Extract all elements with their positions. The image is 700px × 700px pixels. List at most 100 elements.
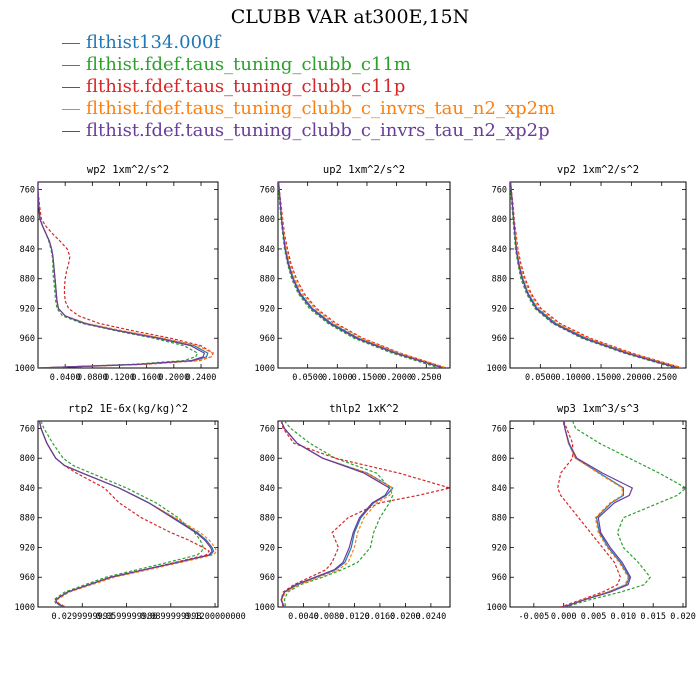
series-line xyxy=(280,421,394,607)
x-tick-label: 0.0040 xyxy=(288,612,319,622)
chart-panel: rtp2 1E-6x(kg/kg)^2 760 800 840 880 920 960 100… xyxy=(15,403,246,622)
y-tick-label: 760 xyxy=(20,424,35,434)
panel-title: wp3 1xm^3/s^3 xyxy=(557,403,639,415)
series-line xyxy=(278,182,440,368)
y-tick-label: 760 xyxy=(20,185,35,195)
series-line xyxy=(278,182,447,368)
chart-panel: thlp2 1xK^276080084088092096010000.00400… xyxy=(255,403,451,622)
series-group xyxy=(38,421,218,607)
panel-title: thlp2 1xK^2 xyxy=(329,403,399,415)
series-line xyxy=(563,421,629,607)
y-tick-label: 760 xyxy=(260,424,275,434)
x-tick-label: 0.1600 xyxy=(131,373,162,383)
y-tick-label: 760 xyxy=(492,424,507,434)
series-line xyxy=(38,182,209,368)
legend-swatch xyxy=(62,64,80,66)
series-line xyxy=(283,421,394,607)
series-line xyxy=(38,182,206,368)
legend-label: flthist134.000f xyxy=(86,32,221,53)
series-line xyxy=(38,421,215,607)
x-tick-label: 0.0299999993 xyxy=(52,612,113,622)
y-tick-label: 880 xyxy=(492,514,507,524)
series-group xyxy=(557,421,686,607)
panel-title: rtp2 1E-6x(kg/kg)^2 xyxy=(68,403,188,415)
y-tick-label: 920 xyxy=(20,543,35,553)
y-tick-label: 960 xyxy=(260,334,275,344)
x-tick-label: 0.2500 xyxy=(411,373,442,383)
legend-label: flthist.fdef.taus_tuning_clubb_c_invrs_t… xyxy=(86,98,556,119)
y-tick-label: 1000 xyxy=(255,603,275,613)
y-tick-label: 920 xyxy=(260,543,275,553)
legend-swatch xyxy=(62,42,80,44)
y-tick-label: 800 xyxy=(492,454,507,464)
y-tick-label: 960 xyxy=(260,573,275,583)
y-tick-label: 880 xyxy=(260,514,275,524)
y-tick-label: 760 xyxy=(260,185,275,195)
x-tick-label: 0.1500 xyxy=(352,373,383,383)
x-tick-label: -0.005 xyxy=(519,612,550,622)
plot-frame xyxy=(277,181,451,369)
y-tick-label: 800 xyxy=(260,215,275,225)
legend-swatch xyxy=(62,108,80,110)
y-tick-label: 920 xyxy=(492,304,507,314)
y-tick-label: 960 xyxy=(492,334,507,344)
plot-frame xyxy=(509,181,687,369)
series-line xyxy=(38,421,218,607)
series-line xyxy=(563,421,630,607)
y-tick-label: 960 xyxy=(20,334,35,344)
chart-panel: up2 1xm^2/s^2 760 800 840 880 920 960 1000 0.050… xyxy=(255,164,451,383)
series-line xyxy=(510,182,683,368)
series-line xyxy=(557,421,622,607)
y-tick-label: 960 xyxy=(492,573,507,583)
y-tick-label: 800 xyxy=(20,454,35,464)
series-line xyxy=(38,421,213,607)
x-tick-label: 0.000 xyxy=(551,612,577,622)
x-tick-label: 0.2000 xyxy=(158,373,189,383)
plot-frame xyxy=(37,420,219,608)
x-tick-label: 0.1000 xyxy=(322,373,353,383)
legend-item: flthist.fdef.taus_tuning_clubb_c11m xyxy=(62,54,555,76)
y-tick-label: 920 xyxy=(20,304,35,314)
y-tick-label: 800 xyxy=(260,454,275,464)
series-line xyxy=(278,182,447,368)
series-line xyxy=(280,421,391,607)
y-tick-label: 800 xyxy=(20,215,35,225)
legend-item: flthist.fdef.taus_tuning_clubb_c_invrs_t… xyxy=(62,120,555,142)
series-line xyxy=(280,421,450,607)
x-tick-label: 0.0400 xyxy=(50,373,81,383)
plot-frame xyxy=(509,420,687,608)
y-tick-label: 840 xyxy=(492,245,507,255)
legend-label: flthist.fdef.taus_tuning_clubb_c11m xyxy=(86,54,411,75)
x-tick-label: 0.2500 xyxy=(646,373,677,383)
y-tick-label: 1000 xyxy=(15,603,35,613)
legend-swatch xyxy=(62,130,80,132)
y-tick-label: 800 xyxy=(492,215,507,225)
x-tick-label: 0.1200000000 xyxy=(184,612,245,622)
legend-label: flthist.fdef.taus_tuning_clubb_c11p xyxy=(86,76,406,97)
x-tick-label: 0.2400 xyxy=(186,373,217,383)
legend: flthist134.000f flthist.fdef.taus_tuning… xyxy=(62,32,555,142)
chart-panel: wp2 1xm^2/s^2 760 800 840 880 920 960 1000 0.040… xyxy=(15,164,219,383)
panel-title: vp2 1xm^2/s^2 xyxy=(557,164,639,176)
chart-panel: wp3 1xm^3/s^3 760 800 840 880 920 960 1000 -0.00… xyxy=(487,403,696,622)
series-group xyxy=(278,182,447,368)
y-tick-label: 880 xyxy=(20,275,35,285)
y-tick-label: 880 xyxy=(260,275,275,285)
x-tick-label: 0.0080 xyxy=(314,612,345,622)
x-tick-label: 0.0500 xyxy=(292,373,323,383)
series-line xyxy=(510,182,676,368)
x-tick-label: 0.2000 xyxy=(616,373,647,383)
y-tick-label: 1000 xyxy=(15,364,35,374)
plot-frame xyxy=(37,181,219,369)
x-tick-label: 0.015 xyxy=(640,612,666,622)
y-tick-label: 920 xyxy=(260,304,275,314)
x-tick-label: 0.1200 xyxy=(104,373,135,383)
y-tick-label: 840 xyxy=(260,245,275,255)
x-tick-label: 0.1000 xyxy=(555,373,586,383)
y-tick-label: 880 xyxy=(492,275,507,285)
x-tick-label: 0.2000 xyxy=(381,373,412,383)
y-tick-label: 1000 xyxy=(487,364,507,374)
y-tick-label: 920 xyxy=(492,543,507,553)
series-group xyxy=(280,421,450,607)
